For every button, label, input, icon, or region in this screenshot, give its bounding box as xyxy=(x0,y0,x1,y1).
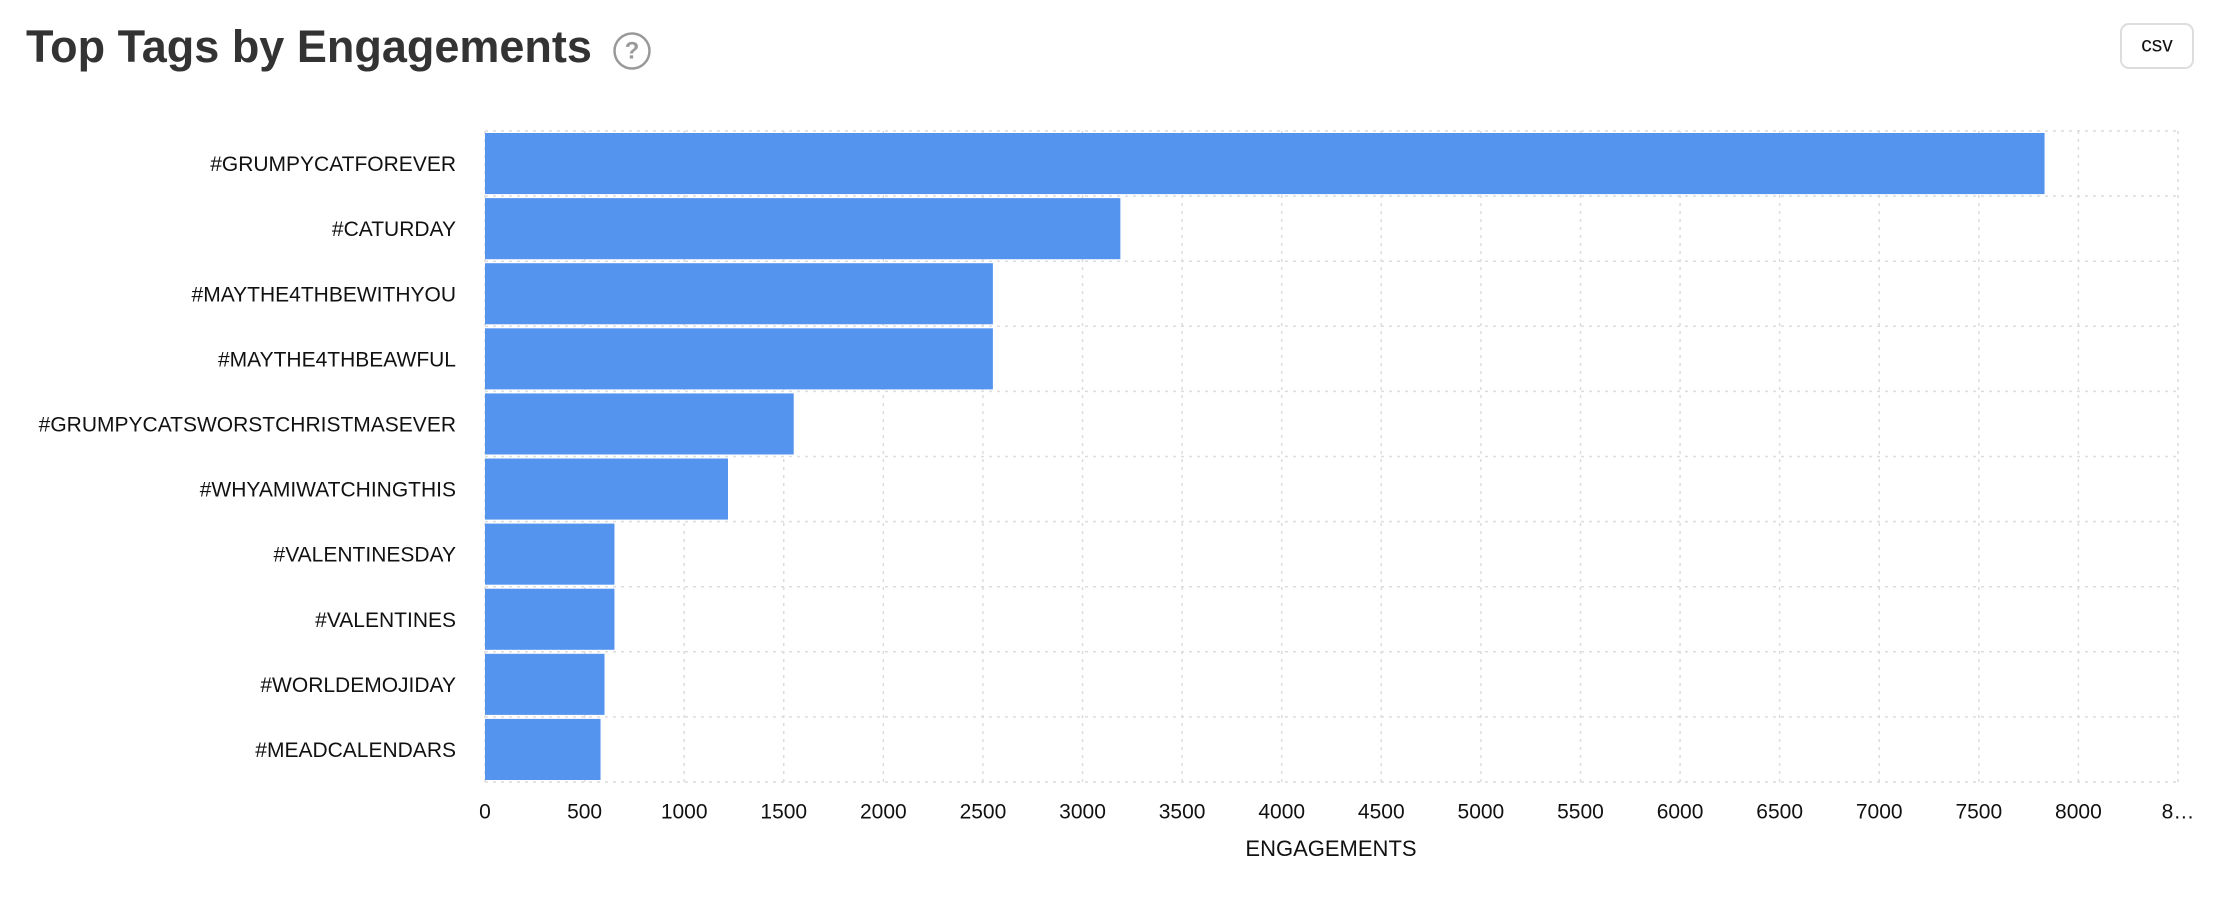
x-axis-title: ENGAGEMENTS xyxy=(1245,836,1416,861)
x-tick-label: 5000 xyxy=(1458,801,1505,824)
x-tick-label: 8… xyxy=(2162,801,2195,824)
bar xyxy=(485,588,615,650)
x-tick-label: 7500 xyxy=(1955,801,2002,824)
bar xyxy=(485,523,615,585)
y-tick-label: #GRUMPYCATSWORSTCHRISTMASEVER xyxy=(39,413,456,436)
y-tick-label: #VALENTINES xyxy=(315,609,456,632)
bar xyxy=(485,718,601,780)
x-tick-label: 4000 xyxy=(1258,801,1305,824)
x-tick-label: 6000 xyxy=(1657,801,1704,824)
y-tick-label: #CATURDAY xyxy=(332,218,456,241)
x-tick-label: 1000 xyxy=(661,801,708,824)
x-tick-label: 7000 xyxy=(1856,801,1903,824)
y-tick-label: #WORLDEMOJIDAY xyxy=(260,674,456,697)
help-glyph: ? xyxy=(625,37,640,64)
bar xyxy=(485,198,1121,260)
help-icon[interactable]: ? xyxy=(613,32,651,70)
x-tick-label: 3500 xyxy=(1159,801,1206,824)
x-tick-label: 4500 xyxy=(1358,801,1405,824)
x-tick-label: 2500 xyxy=(960,801,1007,824)
x-tick-label: 1500 xyxy=(760,801,807,824)
csv-button[interactable]: csv xyxy=(2120,23,2194,69)
y-tick-label: #MEADCALENDARS xyxy=(255,739,456,762)
x-tick-label: 8000 xyxy=(2055,801,2102,824)
bar xyxy=(485,393,794,455)
csv-button-label: csv xyxy=(2141,34,2173,57)
help-circle xyxy=(613,32,651,70)
x-tick-label: 2000 xyxy=(860,801,907,824)
bar xyxy=(485,458,728,520)
y-tick-label: #MAYTHE4THBEAWFUL xyxy=(218,348,456,371)
x-tick-label: 500 xyxy=(567,801,602,824)
x-tick-label: 0 xyxy=(479,801,491,824)
bar xyxy=(485,263,993,325)
x-tick-label: 3000 xyxy=(1059,801,1106,824)
bar xyxy=(485,328,993,390)
y-tick-label: #VALENTINESDAY xyxy=(274,544,456,567)
bar xyxy=(485,133,2045,195)
x-tick-label: 5500 xyxy=(1557,801,1604,824)
chart-title: Top Tags by Engagements xyxy=(26,21,592,72)
y-tick-label: #WHYAMIWATCHINGTHIS xyxy=(200,479,456,502)
y-tick-label: #GRUMPYCATFOREVER xyxy=(210,153,456,176)
bar xyxy=(485,653,605,715)
y-tick-label: #MAYTHE4THBEWITHYOU xyxy=(192,283,456,306)
csv-button-box xyxy=(2120,23,2194,69)
x-tick-label: 6500 xyxy=(1756,801,1803,824)
